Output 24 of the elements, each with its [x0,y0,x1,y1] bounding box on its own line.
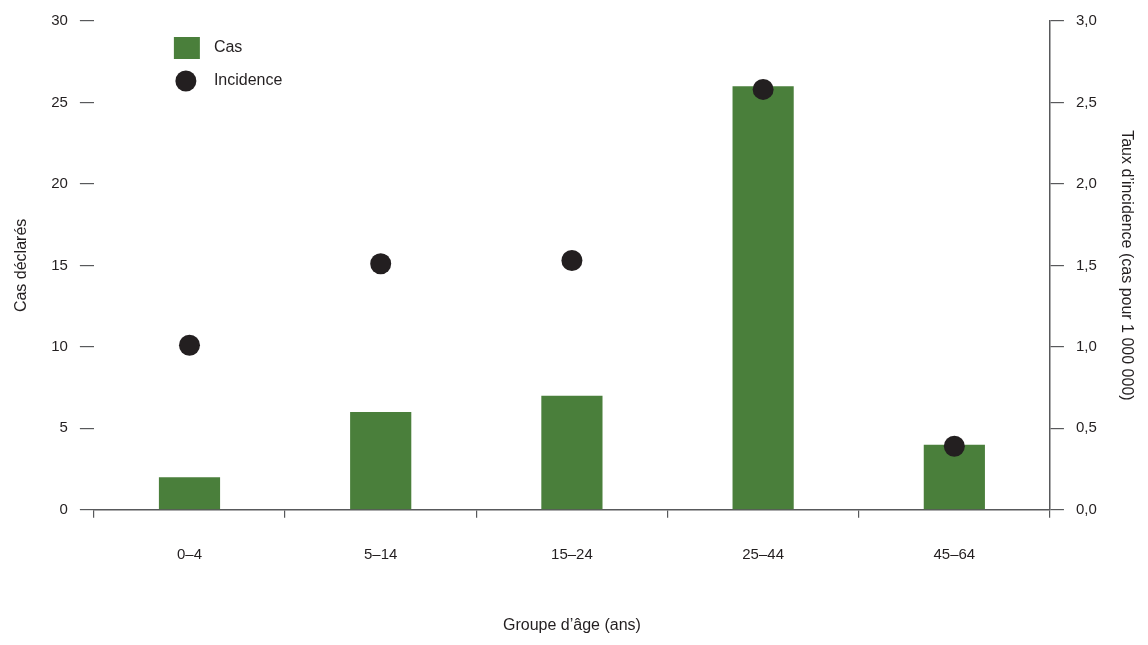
y-tick-label: 5 [59,418,68,436]
y-axis-title: Cas déclarés [12,218,30,313]
legend-label: Cas [213,38,243,56]
legend-label: Incidence [213,71,283,89]
y2-tick-label: 2,0 [1075,174,1097,192]
y2-tick-label: 2,5 [1075,92,1097,110]
x-axis-title: Groupe d’âge (ans) [502,615,641,633]
y-tick-label: 25 [51,92,68,110]
y2-tick-label: 3,0 [1075,11,1097,29]
y-tick-label: 20 [51,174,68,192]
x-tick-label: 5–14 [364,544,398,562]
y-tick-label: 10 [51,337,68,355]
y2-tick-label: 1,0 [1075,337,1097,355]
x-tick-label: 0–4 [176,544,203,562]
y2-axis-title: Taux d’incidence (cas pour 1 000 000) [1118,130,1136,401]
y-tick-label: 0 [59,499,68,517]
x-tick-label: 25–44 [742,544,784,562]
y2-tick-label: 0,5 [1075,418,1097,436]
y2-tick-label: 1,5 [1075,255,1097,273]
y-tick-label: 15 [51,255,68,273]
y-tick-label: 30 [51,11,68,29]
x-tick-label: 15–24 [551,544,593,562]
y2-tick-label: 0,0 [1075,499,1097,517]
x-tick-label: 45–64 [933,544,976,562]
